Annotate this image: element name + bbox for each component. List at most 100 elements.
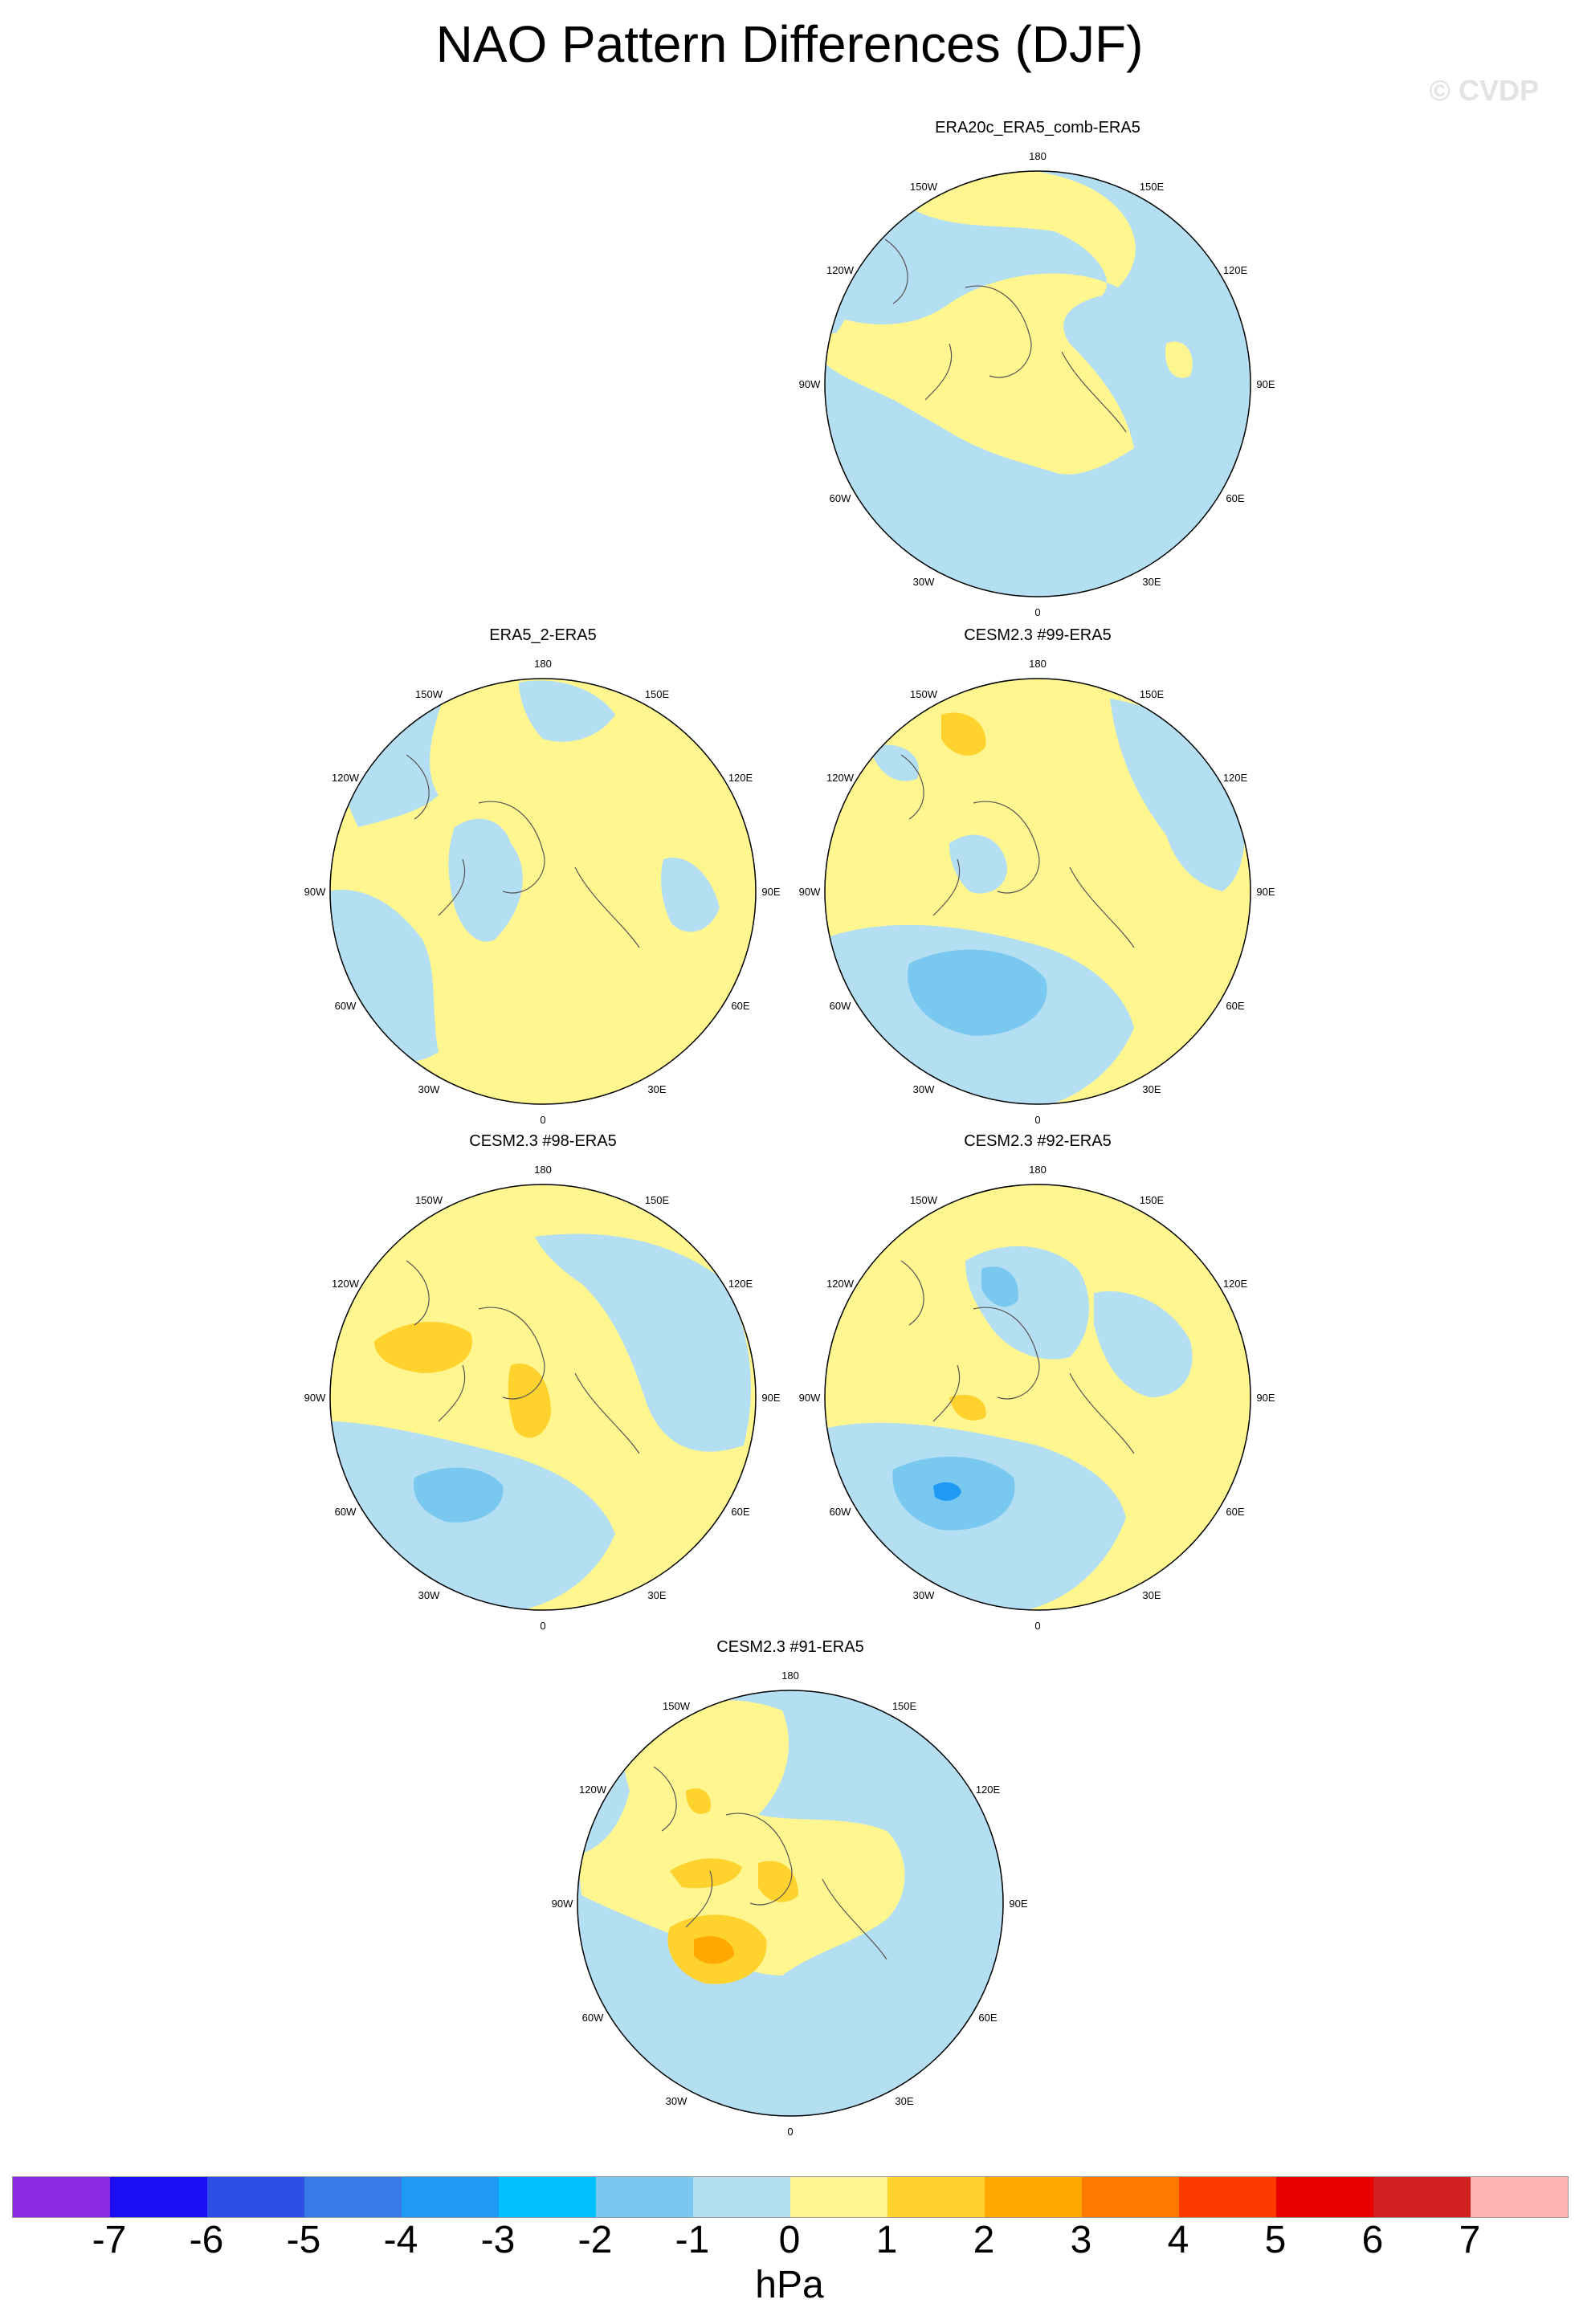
longitude-label: 30W (666, 2095, 687, 2107)
negative-region (1094, 1291, 1193, 1397)
longitude-label: 90W (799, 886, 821, 898)
colorbar-box (1373, 2177, 1471, 2217)
colorbar-tick-label: -4 (383, 2219, 418, 2261)
colorbar-units: hPa (755, 2264, 824, 2306)
map-panel: ERA20c_ERA5_comb-ERA5 180 150E 120E 90E 60E 3… (789, 119, 1287, 633)
positive-region-strong (758, 1861, 798, 1902)
longitude-label: 180 (534, 1164, 552, 1176)
longitude-label: 90E (761, 1392, 780, 1404)
negative-region (519, 680, 615, 742)
longitude-label: 60W (335, 1000, 357, 1012)
longitude-label: 120W (579, 1784, 607, 1796)
longitude-label: 150E (1140, 688, 1165, 700)
longitude-label: 90E (761, 886, 780, 898)
longitude-label: 30E (1142, 1083, 1161, 1095)
longitude-labels: 180 150E 120E 90E 60E 30E 0 30W 60W 90W 120W 150W (304, 658, 781, 1126)
panel-title: CESM2.3 #91-ERA5 (716, 1638, 864, 1656)
panel-title: ERA20c_ERA5_comb-ERA5 (935, 119, 1140, 137)
colorbar-tick-label: -1 (675, 2219, 710, 2261)
panel-title: CESM2.3 #92-ERA5 (964, 1132, 1112, 1150)
colorbar-tick-label: 4 (1167, 2219, 1189, 2261)
colorbar-box (1179, 2177, 1276, 2217)
longitude-label: 150E (1140, 181, 1165, 193)
longitude-label: 0 (1034, 606, 1040, 618)
colorbar-tick-label: -2 (577, 2219, 613, 2261)
longitude-label: 30W (913, 1589, 935, 1601)
longitude-label: 180 (1029, 658, 1047, 670)
longitude-label: 120E (728, 1278, 753, 1290)
colorbar-tick-label: 2 (973, 2219, 995, 2261)
negative-region-core (933, 1482, 961, 1501)
positive-region (825, 171, 1136, 475)
longitude-label: 30E (1142, 576, 1161, 588)
negative-region-strong (414, 1467, 504, 1523)
polar-map: 180 150E 120E 90E 60E 30E 0 30W 60W 90W 120W 150W (799, 1164, 1275, 1632)
longitude-label: 90W (799, 378, 821, 390)
map-boundary (577, 1690, 1004, 2117)
map-panel: CESM2.3 #99-ERA5 180 150E 120E 90E 60E 30E 0 30… (789, 626, 1287, 1140)
coastline (406, 754, 640, 948)
longitude-label: 60W (582, 2012, 604, 2024)
longitude-labels: 180 150E 120E 90E 60E 30E 0 30W 60W 90W 120W 150W (799, 150, 1275, 618)
longitude-label: 30W (418, 1589, 440, 1601)
colorbar-box (1082, 2177, 1179, 2217)
positive-region-strong (670, 1858, 742, 1889)
colorbar-box (499, 2177, 596, 2217)
positive-region-strong (949, 1394, 986, 1421)
longitude-label: 60E (978, 2012, 997, 2024)
longitude-label: 150W (910, 688, 938, 700)
map-boundary (824, 170, 1251, 597)
colorbar-box (985, 2177, 1082, 2217)
negative-region (661, 858, 720, 932)
longitude-label: 30E (647, 1083, 666, 1095)
positive-region (577, 1699, 905, 1975)
longitude-label: 120W (332, 772, 360, 784)
polar-map: 180 150E 120E 90E 60E 30E 0 30W 60W 90W 120W 150W (304, 658, 781, 1126)
longitude-label: 120E (1223, 1278, 1248, 1290)
colorbar-tick-label: 3 (1070, 2219, 1092, 2261)
colorbar-box (790, 2177, 887, 2217)
colorbar-box (887, 2177, 985, 2217)
negative-region (448, 818, 523, 942)
colorbar-box (110, 2177, 207, 2217)
colorbar-tick-label: 6 (1361, 2219, 1384, 2261)
coastline (900, 1260, 1135, 1454)
coastline (406, 1260, 640, 1454)
longitude-label: 30W (913, 1083, 935, 1095)
colorbar-box (1276, 2177, 1373, 2217)
colorbar-box (207, 2177, 304, 2217)
longitude-label: 0 (1034, 1620, 1040, 1632)
map-boundary (329, 1184, 757, 1611)
positive-region-strong (941, 712, 986, 756)
longitude-label: 120E (1223, 772, 1248, 784)
negative-region-strong (908, 949, 1047, 1036)
longitude-label: 30E (647, 1589, 666, 1601)
map-boundary (824, 1184, 1251, 1611)
positive-region-strong (686, 1788, 711, 1814)
map-panel: ERA5_2-ERA5 180 150E 120E 90E 60E 30E 0 30W 60W 9… (294, 626, 792, 1140)
coastline (900, 754, 1135, 948)
longitude-label: 120W (826, 772, 855, 784)
longitude-label: 30E (1142, 1589, 1161, 1601)
map-boundary (329, 678, 757, 1105)
longitude-label: 120E (728, 772, 753, 784)
page-title: NAO Pattern Differences (DJF) (435, 15, 1144, 73)
colorbar-ticks: -7 -6 -5 -4 -3 -2 -1 0 1 2 3 4 5 6 7 (12, 2218, 1567, 2266)
negative-region (949, 834, 1007, 894)
colorbar-box (1471, 2177, 1568, 2217)
longitude-label: 60W (830, 1000, 851, 1012)
negative-region-strong (981, 1266, 1018, 1307)
colorbar (12, 2176, 1569, 2218)
panel-title: CESM2.3 #99-ERA5 (964, 626, 1112, 644)
map-boundary (824, 678, 1251, 1105)
longitude-label: 30W (913, 576, 935, 588)
map-panel: CESM2.3 #98-ERA5 180 150E 120E 90E 60E 30E 0 30… (294, 1132, 792, 1646)
coastline (653, 1766, 887, 1960)
longitude-labels: 180 150E 120E 90E 60E 30E 0 30W 60W 90W 120W 150W (799, 658, 1275, 1126)
longitude-label: 180 (534, 658, 552, 670)
longitude-label: 150W (415, 688, 443, 700)
colorbar-tick-label: 7 (1459, 2219, 1481, 2261)
positive-region (1165, 341, 1193, 378)
longitude-label: 120W (332, 1278, 360, 1290)
longitude-labels: 180 150E 120E 90E 60E 30E 0 30W 60W 90W 120W 150W (799, 1164, 1275, 1632)
